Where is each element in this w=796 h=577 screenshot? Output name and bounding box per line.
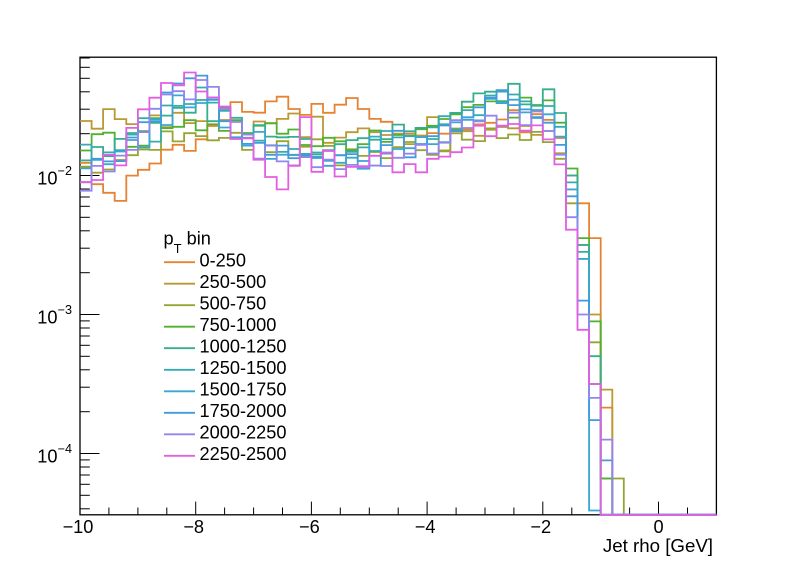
svg-text:1500-1750: 1500-1750	[200, 380, 287, 400]
svg-text:500-750: 500-750	[200, 293, 267, 313]
svg-text:2250-2500: 2250-2500	[200, 444, 287, 464]
svg-text:1750-2000: 1750-2000	[200, 401, 287, 421]
svg-text:−6: −6	[299, 517, 320, 537]
svg-text:Jet rho [GeV]: Jet rho [GeV]	[603, 535, 713, 556]
svg-text:1250-1500: 1250-1500	[200, 358, 287, 378]
svg-text:−4: −4	[415, 517, 436, 537]
svg-text:750-1000: 750-1000	[200, 315, 277, 335]
svg-text:−2: −2	[58, 164, 72, 178]
svg-text:0: 0	[653, 517, 663, 537]
svg-text:−3: −3	[58, 303, 72, 317]
svg-text:1000-1250: 1000-1250	[200, 336, 287, 356]
svg-text:−2: −2	[530, 517, 551, 537]
svg-text:10: 10	[37, 308, 57, 328]
svg-text:−8: −8	[183, 517, 204, 537]
svg-text:10: 10	[37, 447, 57, 467]
svg-text:−10: −10	[63, 517, 94, 537]
svg-text:250-500: 250-500	[200, 272, 267, 292]
svg-text:0-250: 0-250	[200, 250, 247, 270]
svg-text:−4: −4	[58, 442, 72, 456]
svg-text:10: 10	[37, 169, 57, 189]
svg-text:2000-2250: 2000-2250	[200, 423, 287, 443]
